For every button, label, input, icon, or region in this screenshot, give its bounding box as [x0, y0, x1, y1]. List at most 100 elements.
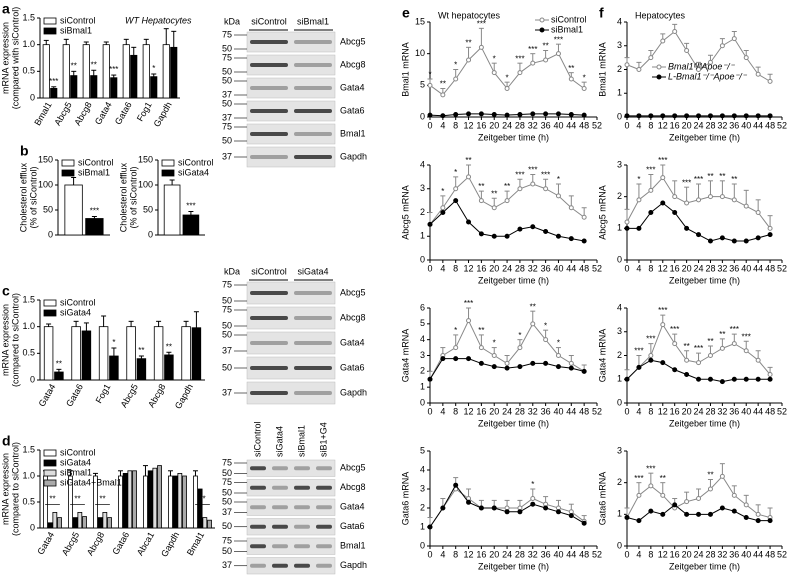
data-point — [478, 111, 484, 117]
marker-label: 50 — [222, 295, 232, 305]
data-point — [555, 51, 561, 57]
marker-label: 37 — [222, 387, 232, 397]
data-point — [453, 482, 459, 488]
data-point — [636, 67, 642, 72]
x-tick-label: Bmal1 — [32, 100, 53, 127]
x-tick-label: Abca1 — [135, 530, 156, 557]
legend-swatch — [61, 169, 75, 177]
blot-band — [250, 505, 266, 510]
x-tick-label: 40 — [741, 120, 751, 130]
y-tick-label: 0 — [420, 111, 425, 121]
bar — [153, 326, 164, 381]
data-point — [672, 194, 678, 200]
significance: *** — [694, 175, 703, 184]
blot-band — [250, 316, 288, 320]
significance: *** — [658, 156, 667, 165]
y-tick-label: 100 — [38, 179, 53, 189]
legend-marker — [539, 17, 545, 23]
x-tick-label: 32 — [528, 549, 538, 559]
blot-band — [250, 109, 288, 113]
x-tick-label: 48 — [579, 263, 589, 273]
x-tick-label: 36 — [729, 120, 739, 130]
significance: ** — [568, 64, 574, 73]
x-axis-label: Zeitgeber time (h) — [478, 561, 549, 571]
bar — [130, 54, 138, 99]
x-tick-label: 44 — [753, 549, 763, 559]
marker-label: 37 — [222, 507, 232, 517]
data-point — [530, 60, 536, 66]
data-point — [491, 364, 497, 370]
blot-band — [250, 524, 266, 529]
x-tick-label: Fog1 — [135, 100, 154, 123]
annotation: Hepatocytes — [635, 10, 686, 20]
data-point — [755, 235, 761, 241]
y-axis-label: Gata4 mRNA — [597, 329, 607, 383]
legend-swatch — [43, 469, 57, 477]
x-tick-label: Abcg5 — [60, 530, 81, 557]
data-point — [491, 353, 497, 358]
data-point — [491, 70, 497, 76]
data-point — [731, 197, 737, 203]
marker-label: 50 — [222, 98, 232, 108]
x-tick-label: 48 — [765, 549, 775, 559]
data-point — [478, 505, 484, 511]
y-tick-label: 1.5 — [22, 12, 35, 22]
marker-label: 75 — [222, 121, 232, 131]
x-tick-label: 4 — [440, 549, 445, 559]
data-point — [684, 357, 690, 363]
y-tick-label: 1 — [420, 521, 425, 531]
significance: *** — [186, 202, 195, 211]
legend-swatch — [43, 27, 57, 35]
x-tick-label: Gapdh — [173, 382, 195, 410]
y-axis-label: Gata6 mRNA — [597, 472, 607, 526]
data-point — [568, 205, 574, 211]
data-point — [555, 509, 561, 515]
x-tick-label: 12 — [464, 120, 474, 130]
protein-label: Abcg5 — [340, 36, 366, 46]
data-point — [660, 492, 666, 498]
bar — [132, 470, 137, 529]
significance: ** — [504, 182, 510, 191]
data-point — [581, 520, 587, 526]
significance: ** — [465, 156, 471, 165]
y-axis-label: Abcg5 mRNA — [597, 185, 607, 240]
y-axis-label: mRNA expression — [0, 453, 10, 525]
x-tick-label: 12 — [658, 263, 668, 273]
blot-band — [250, 485, 266, 490]
blot-band — [294, 132, 332, 136]
data-point — [696, 232, 702, 238]
x-tick-label: 52 — [592, 263, 602, 273]
data-point — [696, 360, 702, 366]
marker-label: 50 — [222, 496, 232, 506]
legend-label: L-Bmal1⁻/⁻Apoe⁻/⁻ — [668, 71, 748, 81]
data-point — [648, 55, 654, 61]
data-point — [530, 224, 536, 230]
data-point — [581, 214, 587, 220]
bar — [193, 475, 198, 529]
blot-band — [294, 485, 310, 490]
data-point — [767, 232, 773, 238]
blot-strip — [246, 479, 336, 497]
legend-swatch — [61, 159, 75, 167]
marker-label: 75 — [222, 535, 232, 545]
blot-band — [272, 505, 288, 510]
data-point — [636, 518, 642, 524]
data-point — [731, 36, 737, 42]
y-tick-label: 0 — [148, 229, 153, 239]
x-tick-label: Bmal1 — [185, 530, 206, 557]
bar — [172, 475, 178, 529]
data-point — [707, 486, 713, 492]
data-point — [504, 233, 510, 239]
data-point — [504, 112, 510, 118]
data-point — [755, 518, 761, 524]
data-point — [743, 502, 749, 508]
data-point — [648, 508, 654, 514]
blot-strip — [246, 306, 336, 330]
y-tick-label: 0 — [30, 92, 35, 102]
bar — [77, 512, 83, 529]
y-tick-label: 0 — [30, 522, 35, 532]
data-point — [648, 187, 654, 193]
bar — [136, 358, 147, 381]
x-tick-label: 32 — [717, 549, 727, 559]
blot-strip — [246, 54, 336, 76]
